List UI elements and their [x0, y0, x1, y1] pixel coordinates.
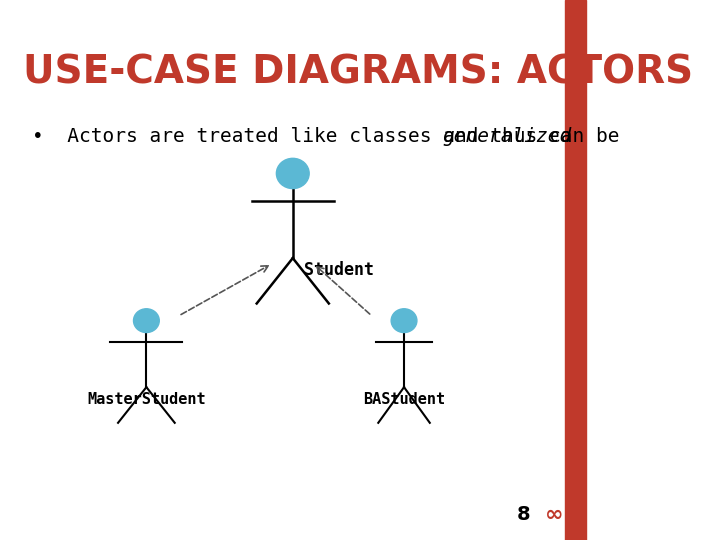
Text: Student: Student: [305, 261, 374, 279]
Circle shape: [133, 309, 159, 333]
Text: 8: 8: [516, 505, 530, 524]
Circle shape: [391, 309, 417, 333]
Text: USE-CASE DIAGRAMS: ACTORS: USE-CASE DIAGRAMS: ACTORS: [24, 54, 693, 92]
Text: MasterStudent: MasterStudent: [87, 392, 206, 407]
Circle shape: [276, 158, 309, 188]
Text: •  Actors are treated like classes and thus can be: • Actors are treated like classes and th…: [32, 127, 631, 146]
Text: generalized: generalized: [442, 127, 572, 146]
Text: ∞: ∞: [544, 505, 563, 525]
Bar: [565, 0, 585, 540]
Text: BAStudent: BAStudent: [363, 392, 445, 407]
